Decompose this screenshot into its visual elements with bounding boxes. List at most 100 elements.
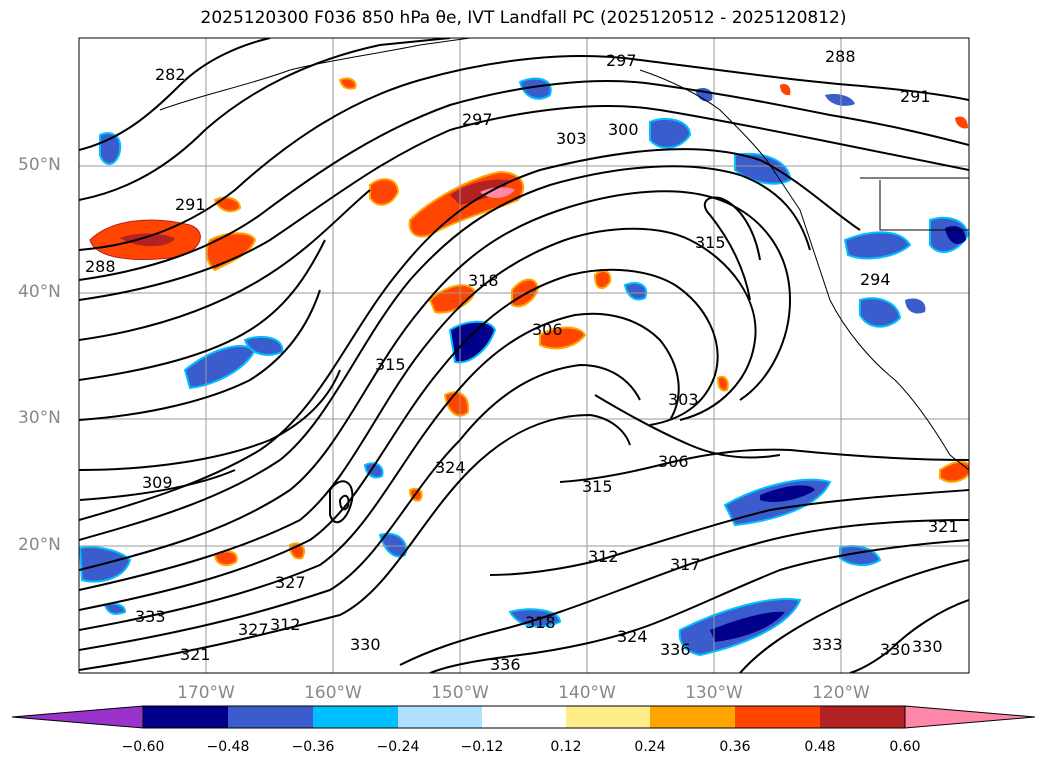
colorbar-extend-left — [11, 705, 144, 729]
contour-label: 315 — [582, 477, 613, 496]
shade-blob — [859, 297, 902, 328]
colorbar-segment — [650, 706, 735, 728]
contour-label: 333 — [135, 607, 166, 626]
colorbar-segment — [566, 706, 650, 728]
lon-label-160w: 160°W — [304, 683, 362, 703]
contour-label: 318 — [468, 271, 499, 290]
shade-blob — [369, 178, 400, 206]
colorbar-tick-label: 0.48 — [804, 739, 836, 755]
shade-blob — [338, 77, 357, 90]
colorbar-segment — [398, 706, 482, 728]
colorbar-segment — [735, 706, 820, 728]
shade-blob — [716, 375, 729, 392]
shade-blob — [623, 282, 648, 301]
contour-label: 288 — [825, 47, 856, 66]
shade-blob — [710, 611, 785, 642]
contour-label: 336 — [660, 640, 691, 659]
figure-title: 2025120300 F036 850 hPa θe, IVT Landfall… — [200, 8, 847, 28]
shade-blob — [205, 232, 257, 272]
contour-label: 330 — [880, 640, 911, 659]
map-frame — [78, 37, 970, 674]
contour-label: 333 — [812, 635, 843, 654]
lon-label-120w: 120°W — [812, 683, 870, 703]
contour-label: 315 — [695, 233, 726, 252]
shade-blob — [518, 77, 552, 100]
colorbar-segment — [143, 706, 228, 728]
shade-blob — [649, 117, 692, 149]
colorbar-tick-label: 0.60 — [889, 739, 921, 755]
contour-label: 312 — [270, 615, 301, 634]
lat-label-50n: 50°N — [18, 155, 61, 175]
shade-blob — [760, 485, 815, 502]
contour-label: 288 — [85, 257, 116, 276]
contour-label: 291 — [175, 195, 206, 214]
colorbar-tick-label: 0.24 — [634, 739, 666, 755]
contour-labels: 282 288 291 297 300 303 315 318 315 306 … — [85, 47, 959, 674]
colorbar-segment — [820, 706, 905, 728]
contour-label: 330 — [912, 637, 943, 656]
colorbar-extend-right — [904, 705, 1036, 729]
lon-label-150w: 150°W — [431, 683, 489, 703]
shade-blob — [480, 187, 515, 198]
contour-label: 324 — [617, 627, 648, 646]
colorbar-tick-label: −0.48 — [206, 739, 250, 755]
contour-label: 336 — [490, 655, 521, 674]
coastlines — [159, 38, 969, 471]
contour-label: 291 — [900, 87, 931, 106]
shade-blob — [905, 298, 926, 314]
shade-blob — [955, 116, 968, 129]
colorbar-tick-label: −0.24 — [376, 739, 420, 755]
lon-label-130w: 130°W — [685, 683, 743, 703]
shade-blob — [448, 320, 497, 364]
lat-label-30n: 30°N — [18, 408, 61, 428]
shade-blob — [939, 460, 969, 483]
contour-label: 282 — [155, 65, 186, 84]
shade-blob — [120, 233, 175, 247]
contour-label: 303 — [668, 390, 699, 409]
shade-blob — [539, 326, 587, 350]
contour-label: 324 — [435, 458, 466, 477]
shade-blob — [450, 179, 510, 205]
colorbar-tick-label: 0.12 — [550, 739, 582, 755]
contour-label: 297 — [462, 110, 493, 129]
lat-label-20n: 20°N — [18, 535, 61, 555]
contour-label: 330 — [350, 635, 381, 654]
shade-blob — [843, 231, 912, 260]
colorbar-segment — [482, 706, 566, 728]
shade-blob — [508, 608, 562, 628]
contour-label: 321 — [180, 645, 211, 664]
colorbar-segment — [228, 706, 313, 728]
contour-label: 300 — [608, 120, 639, 139]
lon-label-170w: 170°W — [177, 683, 235, 703]
contour-label: 327 — [275, 573, 306, 592]
contour-label: 297 — [606, 51, 637, 70]
contour-label: 317 — [670, 555, 701, 574]
colorbar — [11, 705, 1036, 729]
colorbar-tick-label: 0.36 — [719, 739, 751, 755]
colorbar-frame — [142, 705, 906, 729]
shade-blob — [378, 532, 407, 558]
contour-label: 303 — [556, 129, 587, 148]
shade-blob — [780, 84, 791, 96]
colorbar-segment — [313, 706, 398, 728]
contour-label: 321 — [928, 517, 959, 536]
colorbar-tick-label: −0.12 — [460, 739, 504, 755]
shade-blob — [945, 226, 966, 244]
contour-label: 315 — [375, 355, 406, 374]
colorbar-tick-label: −0.36 — [291, 739, 335, 755]
contour-label: 306 — [658, 452, 689, 471]
contour-label: 327 — [238, 620, 269, 639]
contour-label: 306 — [532, 320, 563, 339]
shade-blob — [825, 94, 855, 106]
lat-label-40n: 40°N — [18, 282, 61, 302]
shade-blob — [593, 269, 612, 290]
contour-label: 294 — [860, 270, 891, 289]
contour-label: 312 — [588, 547, 619, 566]
shade-blob — [243, 335, 284, 356]
contour-label: 318 — [525, 613, 556, 632]
lon-label-140w: 140°W — [558, 683, 616, 703]
contour-label: 309 — [142, 473, 173, 492]
contour-lines — [79, 38, 969, 673]
colorbar-tick-label: −0.60 — [121, 739, 165, 755]
